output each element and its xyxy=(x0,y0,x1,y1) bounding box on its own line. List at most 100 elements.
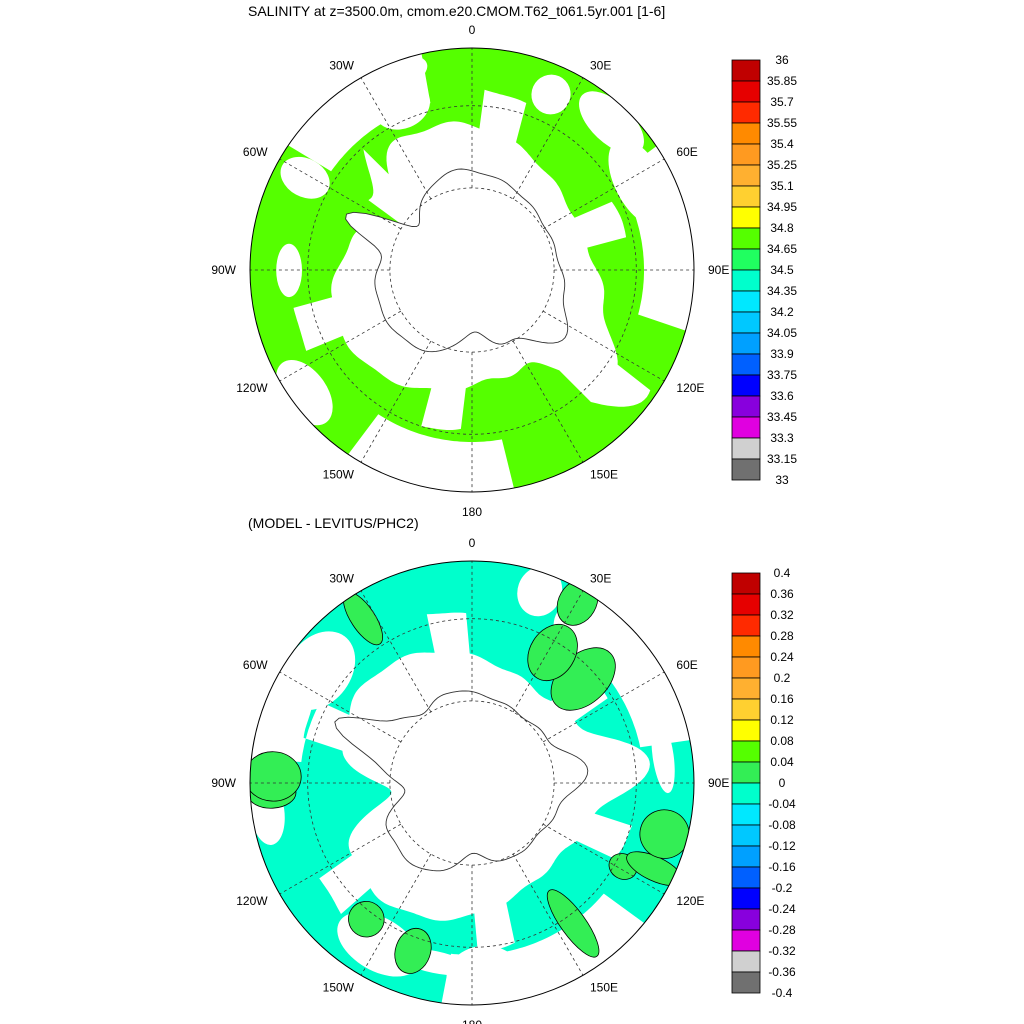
salinity-colorbar-label: 35.85 xyxy=(767,74,797,88)
difference-colorbar-label: 0.2 xyxy=(774,671,791,685)
difference-colorbar-swatch xyxy=(731,971,761,994)
difference-colorbar-swatch xyxy=(731,866,761,889)
salinity-colorbar-swatch xyxy=(731,458,761,481)
salinity-lon-label-bottom: 180 xyxy=(462,505,482,519)
difference-colorbar-swatch xyxy=(731,677,761,700)
difference-positive-anomaly-region xyxy=(250,751,302,802)
difference-map-boundary xyxy=(249,560,695,1006)
panel-2-title: (MODEL - LEVITUS/PHC2) xyxy=(248,515,419,531)
salinity-colorbar-swatch xyxy=(731,80,761,103)
difference-colorbar-label: -0.2 xyxy=(772,881,793,895)
salinity-colorbar-swatch xyxy=(731,353,761,376)
difference-meridian-line xyxy=(360,590,432,713)
salinity-colorbar-label: 35.1 xyxy=(770,179,794,193)
salinity-missing-data-region xyxy=(531,74,571,115)
salinity-meridian-line xyxy=(512,77,584,200)
difference-positive-anomaly-region xyxy=(348,901,385,938)
difference-colorbar-swatch xyxy=(731,845,761,868)
salinity-colorbar-swatch xyxy=(731,290,761,313)
difference-lon-label-upper-left: 30W xyxy=(329,572,354,586)
difference-colorbar-swatch xyxy=(731,908,761,931)
difference-colorbar-swatch xyxy=(731,761,761,784)
salinity-colorbar-swatch xyxy=(731,59,761,82)
salinity-colorbar-label: 33.15 xyxy=(767,452,797,466)
salinity-missing-data-region xyxy=(374,82,430,130)
difference-graticule xyxy=(250,561,694,1005)
salinity-colorbar-label: 35.25 xyxy=(767,158,797,172)
difference-colorbar-label: 0 xyxy=(779,776,786,790)
difference-colorbar-label: -0.04 xyxy=(768,797,796,811)
salinity-lon-label-right: 90E xyxy=(708,263,729,277)
salinity-colorbar-swatch xyxy=(731,143,761,166)
salinity-antarctica-coastline xyxy=(345,168,569,353)
salinity-colorbar-swatch xyxy=(731,101,761,124)
salinity-colorbar-label: 34.05 xyxy=(767,326,797,340)
salinity-lon-label-left-upper: 60W xyxy=(243,145,268,159)
difference-colorbar-label: -0.24 xyxy=(768,902,796,916)
salinity-meridian-line xyxy=(360,340,432,463)
difference-colorbar-label: -0.16 xyxy=(768,860,796,874)
salinity-colorbar-label: 33.3 xyxy=(770,431,794,445)
salinity-colorbar-label: 33.6 xyxy=(770,389,794,403)
difference-latitude-circle xyxy=(307,618,637,948)
salinity-lon-label-upper-right: 30E xyxy=(590,59,611,73)
difference-colorbar-label: -0.4 xyxy=(772,986,793,1000)
salinity-missing-data-region xyxy=(280,156,330,199)
difference-colorbar-swatch xyxy=(731,593,761,616)
salinity-colorbar-swatch xyxy=(731,185,761,208)
salinity-colorbar-label: 35.7 xyxy=(770,95,794,109)
salinity-lon-label-right-upper: 60E xyxy=(676,145,697,159)
difference-lon-label-left-upper: 60W xyxy=(243,658,268,672)
salinity-colorbar-swatch xyxy=(731,395,761,418)
salinity-colorbar-label: 33.9 xyxy=(770,347,794,361)
salinity-colorbar-swatch xyxy=(731,374,761,397)
difference-colorbar-label: 0.12 xyxy=(770,713,794,727)
difference-meridian-line xyxy=(279,671,402,743)
salinity-ocean-fill xyxy=(250,48,694,492)
salinity-colorbar-swatch xyxy=(731,332,761,355)
difference-positive-anomaly-region xyxy=(527,624,578,681)
salinity-lon-label-upper-left: 30W xyxy=(329,59,354,73)
difference-missing-data-region xyxy=(651,718,675,794)
difference-lon-label-upper-right: 30E xyxy=(590,572,611,586)
difference-meridian-line xyxy=(279,823,402,895)
salinity-meridian-line xyxy=(360,77,432,200)
salinity-meridian-line xyxy=(279,310,402,382)
salinity-colorbar-label: 36 xyxy=(775,53,789,67)
salinity-lon-label-right-lower: 120E xyxy=(676,381,704,395)
difference-colorbar-swatch xyxy=(731,803,761,826)
difference-colorbar-label: 0.28 xyxy=(770,629,794,643)
difference-positive-anomaly-region xyxy=(546,889,600,958)
difference-lon-label-right-lower: 120E xyxy=(676,894,704,908)
salinity-colorbar-label: 34.2 xyxy=(770,305,794,319)
salinity-colorbar: 36 35.85 35.7 35.55 35.4 35.25 35.1 34.95 34.8 34… xyxy=(731,53,797,487)
difference-polar-map: 0 30E 60E 90E 120E 150E 180 150W 120W 90W 60W 30W xyxy=(211,536,729,1024)
difference-colorbar-swatch xyxy=(731,887,761,910)
difference-colorbar-label: -0.36 xyxy=(768,965,796,979)
difference-missing-data-region xyxy=(446,945,523,1005)
difference-missing-data-region xyxy=(517,566,563,617)
difference-colorbar-swatch xyxy=(731,719,761,742)
salinity-colorbar-swatch xyxy=(731,122,761,145)
difference-colorbar-swatch xyxy=(731,635,761,658)
difference-lon-label-bottom-right: 150E xyxy=(590,980,618,994)
difference-missing-data-region xyxy=(283,631,356,710)
salinity-meridian-line xyxy=(542,158,665,230)
difference-colorbar-label: 0.32 xyxy=(770,608,794,622)
salinity-meridian-line xyxy=(512,340,584,463)
difference-colorbar-label: 0.36 xyxy=(770,587,794,601)
salinity-lon-label-left: 90W xyxy=(211,263,236,277)
salinity-meridian-line xyxy=(542,310,665,382)
difference-colorbar-label: -0.32 xyxy=(768,944,796,958)
difference-colorbar-swatch xyxy=(731,740,761,763)
salinity-colorbar-label: 34.35 xyxy=(767,284,797,298)
salinity-colorbar-label: 34.65 xyxy=(767,242,797,256)
salinity-lon-label-top: 0 xyxy=(469,23,476,37)
difference-colorbar: 0.4 0.36 0.32 0.28 0.24 0.2 0.16 0.12 0.08 0.04 0 -… xyxy=(731,566,796,1000)
salinity-missing-data-region xyxy=(579,91,644,155)
salinity-lon-label-left-lower: 120W xyxy=(236,381,268,395)
difference-lon-label-bottom: 180 xyxy=(462,1018,482,1024)
salinity-colorbar-swatch xyxy=(731,248,761,271)
difference-colorbar-label: 0.24 xyxy=(770,650,794,664)
salinity-fill-region xyxy=(250,48,694,492)
